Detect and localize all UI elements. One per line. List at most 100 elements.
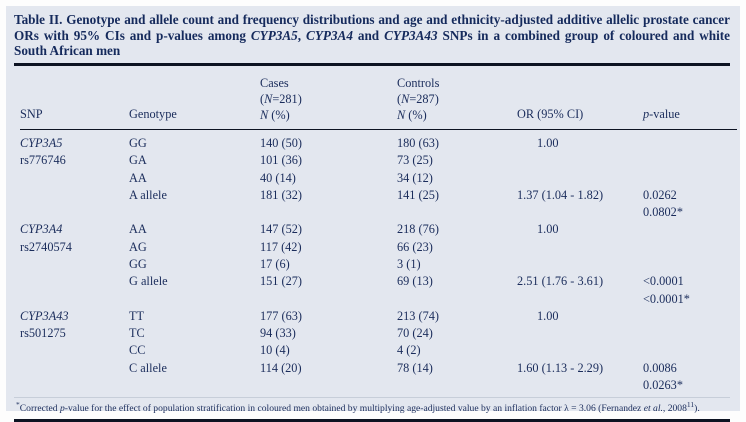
cell-cases: 140 (50) bbox=[260, 135, 303, 150]
table-row: 0.0802* bbox=[20, 204, 737, 221]
cell-snp: rs501275 bbox=[20, 326, 66, 341]
cell-p: <0.0001 bbox=[643, 274, 684, 289]
cell-p bbox=[643, 129, 737, 152]
cell-snp bbox=[20, 360, 129, 377]
cell-or bbox=[517, 152, 643, 169]
header-genotype: Genotype bbox=[129, 65, 260, 130]
cell-or: 1.00 bbox=[537, 135, 559, 150]
cell-controls: 3 (1) bbox=[397, 257, 421, 271]
table-content: Table II. Genotype and allele count and … bbox=[6, 6, 740, 422]
cell-cases: 17 (6) bbox=[260, 257, 290, 271]
cell-or bbox=[517, 169, 643, 186]
table-row: G allele 151 (27) 69 (13) 2.51 (1.76 - 3.61… bbox=[20, 273, 737, 290]
title-sep-1: , bbox=[297, 27, 307, 43]
cell-snp bbox=[20, 377, 129, 394]
table-row: CYP3A5 GG 140 (50) 180 (63) 1.00 bbox=[20, 129, 737, 152]
cell-cases: 181 (32) bbox=[260, 187, 303, 202]
header-cases-n: (N=281) bbox=[260, 91, 302, 106]
cell-p: 0.0263* bbox=[643, 378, 683, 393]
cell-p bbox=[643, 239, 737, 256]
cell-controls: 70 (24) bbox=[397, 326, 433, 341]
cell-cases: 10 (4) bbox=[260, 343, 290, 358]
cell-genotype bbox=[129, 377, 260, 394]
title-text-2: SNPs in a combined group of coloured and… bbox=[14, 27, 731, 59]
cell-cases: 177 (63) bbox=[260, 308, 303, 323]
title-gene-cyp3a4: CYP3A4 bbox=[306, 27, 353, 43]
header-controls-label: Controls bbox=[397, 75, 440, 90]
header-controls-n: (N=287) bbox=[397, 91, 439, 106]
cell-controls bbox=[397, 290, 517, 307]
cell-genotype: G allele bbox=[129, 274, 168, 289]
cell-cases: 147 (52) bbox=[260, 222, 303, 237]
cell-controls: 78 (14) bbox=[397, 360, 433, 375]
cell-snp: CYP3A5 bbox=[20, 135, 63, 150]
cell-genotype bbox=[129, 204, 260, 221]
cell-controls: 66 (23) bbox=[397, 239, 433, 254]
title-divider-rule bbox=[14, 62, 730, 66]
cell-p bbox=[643, 342, 737, 359]
table-row: C allele 114 (20) 78 (14) 1.60 (1.13 - 2.29… bbox=[20, 360, 737, 377]
cell-p: 0.0802* bbox=[643, 205, 683, 220]
footnote-asterisk: * bbox=[16, 400, 20, 410]
cell-controls: 141 (25) bbox=[397, 187, 440, 202]
cell-p bbox=[643, 256, 737, 273]
table-row: CYP3A43 TT 177 (63) 213 (74) 1.00 bbox=[20, 308, 737, 325]
cell-snp: rs2740574 bbox=[20, 239, 72, 254]
title-gene-cyp3a5: CYP3A5 bbox=[250, 27, 298, 43]
cell-controls: 34 (12) bbox=[397, 170, 433, 185]
cell-genotype bbox=[129, 290, 260, 307]
title-gene-cyp3a43: CYP3A43 bbox=[384, 27, 438, 43]
cell-genotype: AA bbox=[129, 222, 147, 237]
table-title: Table II. Genotype and allele count and … bbox=[14, 12, 730, 59]
cell-p bbox=[643, 308, 737, 325]
cell-cases: 40 (14) bbox=[260, 170, 296, 185]
cell-p: 0.0086 bbox=[643, 360, 677, 375]
header-snp-label: SNP bbox=[20, 107, 43, 122]
cell-snp bbox=[20, 256, 129, 273]
cell-or bbox=[517, 377, 643, 394]
table-row: CC 10 (4) 4 (2) bbox=[20, 342, 737, 359]
header-or-ci: OR (95% CI) bbox=[517, 65, 643, 130]
table-row: rs776746 GA 101 (36) 73 (25) bbox=[20, 152, 737, 169]
table-row: 0.0263* bbox=[20, 377, 737, 394]
cell-genotype: GG bbox=[129, 135, 147, 150]
cell-controls: 213 (74) bbox=[397, 308, 440, 323]
cell-or bbox=[517, 256, 643, 273]
table-panel: Table II. Genotype and allele count and … bbox=[6, 6, 740, 422]
cell-snp bbox=[20, 342, 129, 359]
cell-or bbox=[517, 325, 643, 342]
cell-or: 1.37 (1.04 - 1.82) bbox=[517, 187, 604, 202]
header-snp: SNP bbox=[20, 65, 129, 130]
table-header: SNP Genotype Cases (N=281) N (%) Control… bbox=[20, 65, 737, 130]
header-cases-npct: N (%) bbox=[260, 107, 290, 122]
table-row: AA 40 (14) 34 (12) bbox=[20, 169, 737, 186]
cell-controls: 73 (25) bbox=[397, 153, 433, 168]
cell-controls: 4 (2) bbox=[397, 343, 421, 358]
cell-or: 2.51 (1.76 - 3.61) bbox=[517, 274, 604, 289]
header-pvalue: p-value bbox=[643, 65, 737, 130]
cell-controls: 69 (13) bbox=[397, 274, 433, 289]
cell-genotype: AG bbox=[129, 239, 147, 254]
header-controls-npct: N (%) bbox=[397, 107, 427, 122]
cell-p bbox=[643, 325, 737, 342]
cell-snp: rs776746 bbox=[20, 153, 66, 168]
cell-p bbox=[643, 169, 737, 186]
cell-or: 1.60 (1.13 - 2.29) bbox=[517, 360, 604, 375]
cell-cases bbox=[260, 290, 397, 307]
cell-or bbox=[517, 239, 643, 256]
header-cases: Cases (N=281) N (%) bbox=[260, 65, 397, 130]
cell-snp: CYP3A43 bbox=[20, 308, 69, 323]
cell-p: 0.0262 bbox=[643, 187, 677, 202]
cell-controls bbox=[397, 377, 517, 394]
cell-controls: 180 (63) bbox=[397, 135, 440, 150]
cell-or: 1.00 bbox=[537, 308, 559, 323]
cell-controls bbox=[397, 204, 517, 221]
cell-or bbox=[517, 204, 643, 221]
genotype-frequency-table: SNP Genotype Cases (N=281) N (%) Control… bbox=[20, 65, 737, 394]
cell-genotype: GG bbox=[129, 257, 147, 271]
cell-snp bbox=[20, 290, 129, 307]
footnote-divider-rule bbox=[14, 397, 730, 399]
cell-cases: 94 (33) bbox=[260, 326, 296, 341]
table-body: CYP3A5 GG 140 (50) 180 (63) 1.00 rs776746 GA 10… bbox=[20, 129, 737, 394]
table-row: GG 17 (6) 3 (1) bbox=[20, 256, 737, 273]
